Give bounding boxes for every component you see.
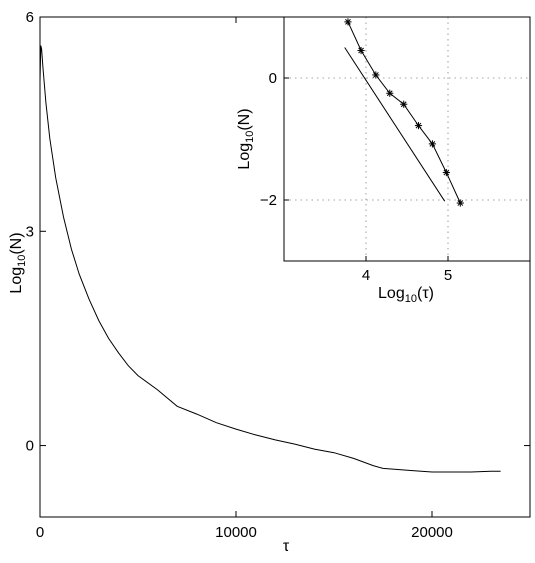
main-x-tick-label: 0: [36, 524, 44, 541]
inset-tick-labels: 4 5 0 −2: [260, 70, 452, 284]
main-x-axis-label: τ: [283, 538, 290, 555]
inset-x-tick-label: 5: [444, 267, 452, 284]
main-x-tick-label: 20000: [411, 524, 453, 541]
main-tick-labels: 0 10000 20000 0 3 6: [26, 9, 453, 541]
main-y-tick-label: 3: [26, 223, 34, 240]
main-y-tick-label: 0: [26, 438, 34, 455]
inset-axes-box: [283, 16, 531, 262]
inset-data-point: [414, 121, 423, 130]
main-y-axis-label: Log10(N): [8, 232, 28, 293]
inset-data-point: [456, 199, 464, 207]
inset-data-point: [428, 140, 437, 148]
inset-data-point: [344, 18, 352, 26]
inset-markers: [344, 18, 464, 207]
inset-data-point: [386, 89, 394, 97]
inset-x-axis-label: Log10(τ): [378, 285, 434, 305]
inset-data-point: [357, 46, 365, 55]
inset-y-axis-label: Log10(N): [236, 108, 256, 169]
main-x-tick-label: 10000: [215, 524, 257, 541]
inset-y-tick-label: −2: [260, 192, 277, 209]
main-y-tick-label: 6: [26, 9, 34, 26]
inset-data-point: [400, 100, 408, 108]
main-series-line: [39, 45, 501, 473]
inset-y-tick-label: 0: [269, 70, 277, 87]
inset-ticks: [284, 77, 449, 261]
inset-power-law-fit-line: [344, 47, 446, 202]
inset-data-point: [442, 168, 450, 177]
inset-grid: [284, 17, 530, 261]
inset-data-point: [372, 71, 380, 79]
inset-background: [284, 17, 530, 261]
inset-x-tick-label: 4: [362, 267, 370, 284]
